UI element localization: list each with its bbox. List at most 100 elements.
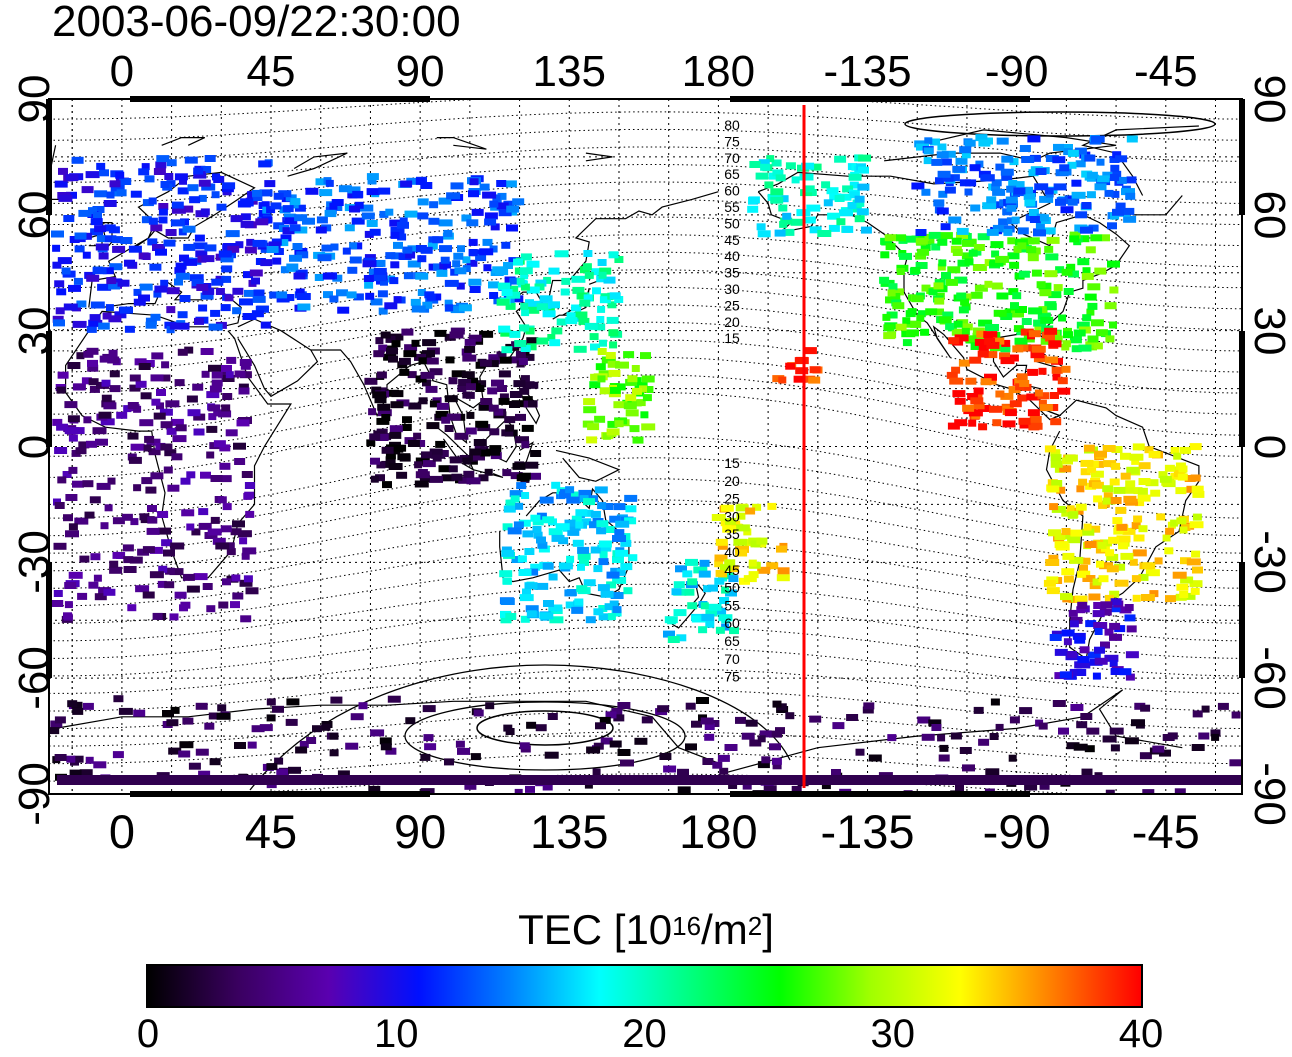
top-tick-label: -90 (984, 47, 1049, 96)
tec-cell (564, 519, 576, 527)
tec-cell (312, 725, 322, 733)
tec-cell (575, 521, 584, 529)
contour-label: 75 (724, 133, 740, 149)
tec-cell (387, 695, 401, 703)
tec-cell (1062, 340, 1071, 348)
tec-cell (364, 377, 378, 385)
tec-cell (160, 443, 173, 451)
tec-cell (96, 482, 111, 490)
tec-cell (742, 782, 752, 790)
tec-cell (141, 163, 150, 171)
tec-cell (99, 355, 114, 363)
tec-cell (433, 263, 443, 271)
tec-cell (525, 461, 539, 469)
tec-cell (1120, 452, 1131, 460)
tec-cell (1069, 556, 1084, 564)
tec-cell (194, 234, 205, 242)
right-tick-label: -90 (1245, 762, 1292, 826)
tec-cell (1085, 620, 1097, 628)
tec-cell (225, 429, 238, 437)
tec-cell (179, 254, 189, 262)
tec-cell (1048, 291, 1062, 299)
tec-cell (169, 613, 179, 621)
tec-cell (276, 768, 289, 776)
tec-cell (52, 244, 61, 252)
tec-cell (733, 538, 748, 546)
tec-cell (572, 286, 585, 294)
tec-cell (63, 303, 78, 311)
tec-cell (1027, 237, 1040, 245)
tec-cell (361, 212, 375, 220)
tec-cell (195, 702, 208, 710)
tec-cell (915, 262, 928, 269)
tec-cell (599, 267, 612, 275)
tec-cell (1017, 394, 1028, 402)
tec-cell (353, 293, 364, 301)
tec-cell (207, 528, 222, 536)
tec-cell (325, 179, 334, 187)
tec-cell (454, 432, 469, 440)
tec-cell (691, 615, 706, 623)
tec-cell (234, 458, 246, 465)
tec-cell (915, 252, 927, 260)
tec-cell (721, 616, 731, 624)
tec-cell (1180, 446, 1191, 454)
tec-cell (210, 309, 221, 317)
tec-cell (549, 616, 564, 624)
tec-cell (129, 374, 141, 382)
tec-cell (381, 414, 391, 421)
tec-cell (1067, 511, 1078, 519)
tec-cell (260, 321, 271, 329)
tec-cell (931, 158, 943, 166)
tec-cell (961, 252, 973, 260)
tec-cell (1102, 485, 1114, 493)
tec-cell (1034, 183, 1049, 191)
tec-cell (419, 475, 430, 482)
tec-cell (135, 380, 147, 388)
tec-cell (280, 234, 292, 242)
tec-cell (1093, 342, 1103, 350)
tec-cell (803, 185, 815, 193)
tec-cell (1084, 541, 1097, 548)
tec-cell (403, 272, 414, 280)
tec-cell (415, 272, 429, 280)
tec-cell (138, 294, 150, 302)
tec-cell (1075, 503, 1087, 511)
tec-cell (775, 727, 785, 735)
tec-cell (89, 314, 101, 322)
tec-cell (215, 542, 230, 550)
tec-cell (598, 540, 612, 548)
tec-cell (206, 425, 218, 433)
tec-cell (519, 387, 530, 395)
tec-cell (940, 158, 952, 166)
tec-cell (370, 475, 379, 483)
tec-cell (614, 529, 625, 537)
tec-cell (87, 364, 99, 372)
tec-cell (625, 409, 639, 417)
tec-cell (605, 352, 616, 359)
tec-cell (56, 386, 66, 394)
tec-cell (1150, 489, 1161, 497)
tec-cell (222, 393, 233, 400)
tec-cell (1133, 534, 1145, 542)
tec-cell (436, 269, 448, 277)
tec-cell (321, 244, 333, 252)
tec-cell (993, 337, 1005, 345)
tec-cell (886, 311, 898, 319)
tec-cell (962, 764, 975, 772)
tec-cell (577, 546, 590, 554)
tec-cell (702, 758, 714, 765)
tec-cell (1029, 216, 1041, 223)
tec-cell (549, 339, 561, 347)
south-pole-contour (404, 701, 686, 771)
tec-cell (150, 313, 161, 321)
tec-cell (269, 291, 283, 299)
tec-cell (153, 290, 162, 298)
tec-cell (288, 766, 301, 774)
tec-cell (539, 496, 554, 504)
tec-cell (184, 258, 198, 266)
tec-cell (1048, 529, 1061, 537)
tec-cell (1107, 222, 1117, 230)
tec-cell (134, 358, 147, 366)
tec-cell (336, 289, 348, 297)
